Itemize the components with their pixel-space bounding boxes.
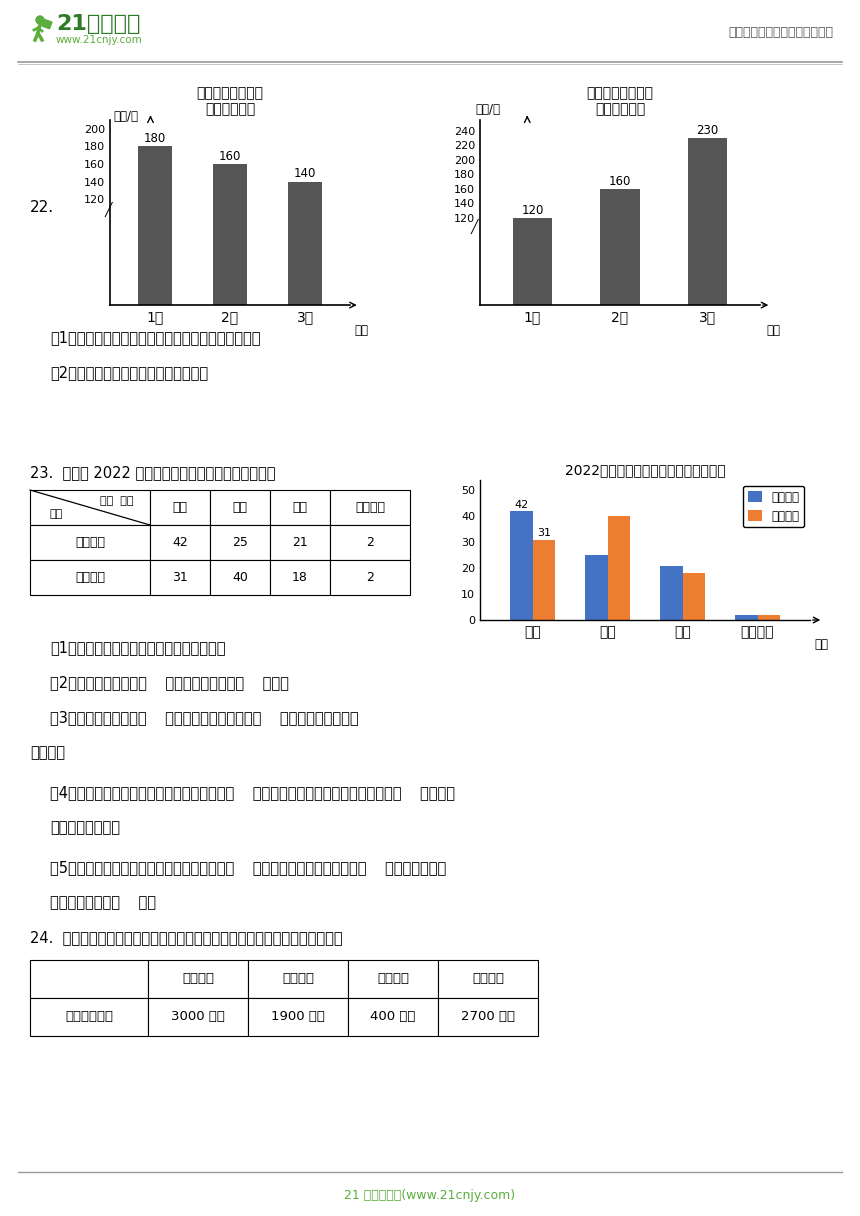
Text: 140: 140 [294, 168, 316, 180]
Text: 2: 2 [366, 572, 374, 584]
Text: 42: 42 [172, 536, 187, 548]
Bar [607, 517, 630, 620]
Text: 数量/包: 数量/包 [476, 103, 501, 117]
Text: 21 世纪教育网(www.21cnjy.com): 21 世纪教育网(www.21cnjy.com) [345, 1189, 515, 1203]
Text: （2）从统计图中你还能得到什么信息？: （2）从统计图中你还能得到什么信息？ [50, 365, 208, 379]
Text: 图的右上角注明（    ）。: 图的右上角注明（ ）。 [50, 895, 156, 910]
Text: 月份: 月份 [354, 325, 368, 337]
Text: 230: 230 [697, 124, 719, 137]
Text: 31: 31 [172, 572, 187, 584]
Text: 22.: 22. [30, 199, 54, 215]
Bar [513, 218, 552, 305]
Bar [660, 565, 683, 620]
Title: 2022年上半年某市空气质量情况统计图: 2022年上半年某市空气质量情况统计图 [565, 463, 725, 478]
Text: 第二季度: 第二季度 [75, 572, 105, 584]
Text: 三级以上: 三级以上 [355, 501, 385, 514]
Text: 中小学教育资源及组卷应用平台: 中小学教育资源及组卷应用平台 [728, 26, 833, 39]
Text: www.21cnjy.com: www.21cnjy.com [56, 35, 143, 45]
Text: 数量/包: 数量/包 [114, 109, 138, 123]
Text: 42: 42 [514, 500, 528, 510]
Text: （3）这两个季度中，（    ）级的天数相差最多，（    ）的天数相差最少。: （3）这两个季度中，（ ）级的天数相差最多，（ ）的天数相差最少。 [50, 710, 359, 725]
Text: 3000 千克: 3000 千克 [171, 1010, 225, 1024]
Bar [138, 146, 172, 305]
Title: 甲种饼干第一季度
销售量统计图: 甲种饼干第一季度 销售量统计图 [196, 86, 263, 116]
Text: 获取更多的信息。: 获取更多的信息。 [50, 820, 120, 835]
Text: 有害垃圾: 有害垃圾 [377, 973, 409, 985]
Bar [758, 615, 780, 620]
Text: （2）这两个季度中，（    ）级天数最多，有（    ）天。: （2）这两个季度中，（ ）级天数最多，有（ ）天。 [50, 675, 289, 689]
Bar [600, 188, 640, 305]
Text: 季度: 季度 [50, 508, 63, 519]
Bar [683, 573, 705, 620]
Text: 盛世龙源小区: 盛世龙源小区 [65, 1010, 113, 1024]
Text: 180: 180 [144, 133, 166, 145]
Text: 18: 18 [292, 572, 308, 584]
Text: ╱: ╱ [105, 202, 113, 218]
Title: 乙种饼干第一季度
销售量统计图: 乙种饼干第一季度 销售量统计图 [587, 86, 654, 116]
Text: 160: 160 [609, 175, 631, 187]
Text: 一级: 一级 [173, 501, 187, 514]
Text: 三级: 三级 [292, 501, 308, 514]
Ellipse shape [36, 16, 44, 24]
Text: 第一季度: 第一季度 [75, 536, 105, 548]
Text: 2: 2 [366, 536, 374, 548]
Text: 天数  级数: 天数 级数 [100, 496, 133, 506]
Bar [735, 615, 758, 620]
Text: 31: 31 [537, 528, 550, 539]
Legend: 第一季度, 第二季度: 第一季度, 第二季度 [743, 486, 804, 528]
Text: 厨余垃圾: 厨余垃圾 [282, 973, 314, 985]
Text: ╱: ╱ [470, 219, 477, 235]
Text: 我发现：: 我发现： [30, 745, 65, 760]
Text: 可回收物: 可回收物 [182, 973, 214, 985]
Text: 23.  下面是 2022 年上半年某市空气质量情况统计表。: 23. 下面是 2022 年上半年某市空气质量情况统计表。 [30, 465, 275, 480]
Text: 月份: 月份 [766, 323, 780, 337]
Text: 25: 25 [232, 536, 248, 548]
Bar [532, 540, 555, 620]
Bar [288, 181, 322, 305]
Text: 二级: 二级 [232, 501, 248, 514]
Text: 1900 千克: 1900 千克 [271, 1010, 325, 1024]
Text: （1）请根据表中数据完成复式条形统计图。: （1）请根据表中数据完成复式条形统计图。 [50, 640, 225, 655]
Bar [585, 556, 607, 620]
Text: 120: 120 [521, 204, 544, 216]
Text: （4）复式条形统计图，不但可以清楚地反映（    ）的多少，而且可以把两组数据进行（    ），从而: （4）复式条形统计图，不但可以清楚地反映（ ）的多少，而且可以把两组数据进行（ … [50, 786, 455, 800]
Text: 24.  小花调查的盛世龙源小区和玫瑰花园小区上周末各种垃圾的产生量如下：: 24. 小花调查的盛世龙源小区和玫瑰花园小区上周末各种垃圾的产生量如下： [30, 930, 342, 945]
Text: 其他垃圾: 其他垃圾 [472, 973, 504, 985]
Text: 21世纪教育: 21世纪教育 [56, 15, 140, 34]
Text: 2700 千克: 2700 千克 [461, 1010, 515, 1024]
Bar [42, 19, 52, 29]
Text: 21: 21 [292, 536, 308, 548]
Text: 160: 160 [218, 150, 241, 163]
Text: （1）哪种饼干第一季度的月平均销售量多？多多少？: （1）哪种饼干第一季度的月平均销售量多？多多少？ [50, 330, 261, 345]
Bar [510, 511, 532, 620]
Text: 40: 40 [232, 572, 248, 584]
Text: （5）在制作复式条形统计图时，相同长度的（    ）所代表的量相同，也就是（    ）要相同，要在: （5）在制作复式条形统计图时，相同长度的（ ）所代表的量相同，也就是（ ）要相同… [50, 860, 446, 876]
Bar [213, 164, 247, 305]
Bar [688, 139, 728, 305]
Text: 级数: 级数 [814, 638, 828, 651]
Text: 400 千克: 400 千克 [371, 1010, 415, 1024]
